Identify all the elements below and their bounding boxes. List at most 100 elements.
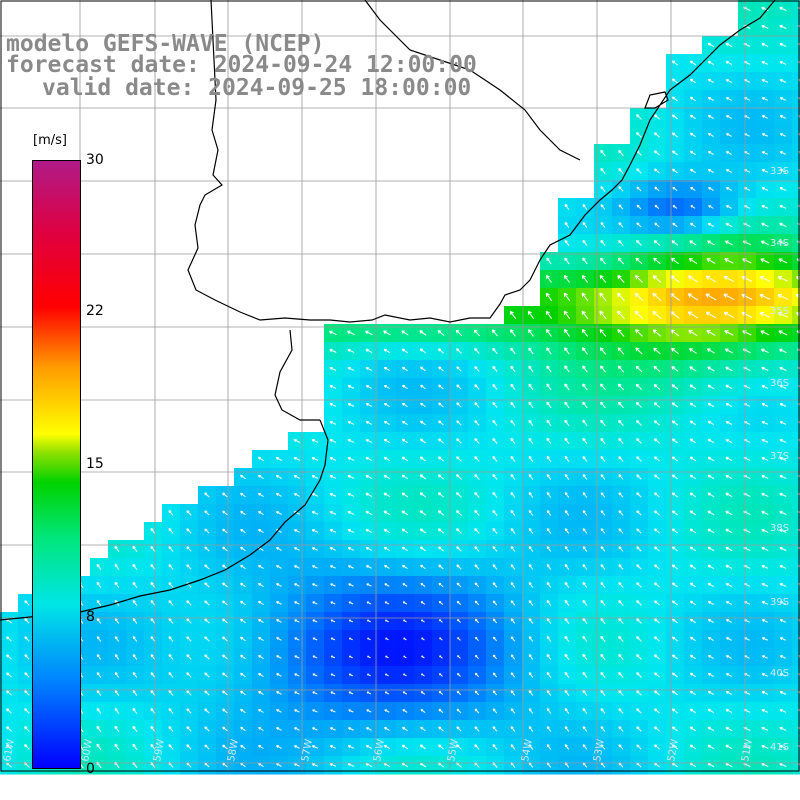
wind-arrow	[761, 24, 769, 29]
wind-arrow	[652, 329, 662, 337]
wind-arrow	[761, 60, 769, 65]
model-title: modelo GEFS-WAVE (NCEP)	[6, 31, 325, 57]
wind-cell	[792, 468, 800, 487]
wind-arrow	[401, 492, 409, 498]
wind-arrow	[329, 420, 337, 425]
wind-arrow	[456, 366, 462, 372]
wind-arrow	[257, 474, 264, 480]
wind-arrow	[347, 762, 355, 767]
wind-arrow	[600, 222, 606, 228]
wind-arrow	[114, 618, 120, 624]
wind-arrow	[671, 546, 678, 552]
wind-arrow	[564, 546, 570, 552]
wind-arrow	[778, 330, 788, 336]
wind-arrow	[240, 528, 246, 534]
wind-arrow	[617, 275, 625, 283]
wind-cell	[792, 162, 800, 181]
wind-arrow	[689, 618, 696, 624]
wind-arrow	[687, 311, 698, 319]
wind-arrow	[311, 547, 318, 551]
wind-arrow	[599, 275, 607, 283]
wind-arrow	[582, 257, 588, 265]
wind-cell	[792, 90, 800, 109]
wind-arrow	[724, 348, 733, 354]
wind-arrow	[365, 456, 373, 461]
wind-arrow	[276, 745, 282, 749]
wind-arrow	[474, 690, 480, 696]
wind-arrow	[654, 186, 660, 192]
wind-arrow	[437, 528, 444, 534]
wind-cell	[792, 54, 800, 73]
wind-arrow	[779, 582, 787, 587]
wind-arrow	[474, 726, 480, 732]
wind-arrow	[492, 600, 498, 606]
wind-arrow	[654, 618, 660, 624]
wind-arrow	[419, 474, 427, 480]
wind-arrow	[168, 708, 174, 714]
wind-arrow	[240, 636, 246, 642]
wind-arrow	[294, 637, 300, 641]
wind-arrow	[491, 329, 498, 337]
wind-arrow	[546, 510, 552, 516]
wind-arrow	[492, 744, 498, 750]
wind-arrow	[509, 310, 517, 319]
wind-arrow	[779, 60, 787, 65]
wind-arrow	[6, 726, 12, 732]
wind-arrow	[401, 330, 409, 336]
wind-arrow	[367, 655, 371, 659]
wind-arrow	[635, 329, 643, 337]
wind-arrow	[528, 455, 534, 462]
wind-arrow	[186, 618, 192, 624]
wind-arrow	[707, 636, 714, 641]
wind-arrow	[707, 240, 715, 246]
wind-arrow	[401, 348, 409, 354]
wind-arrow	[618, 474, 624, 480]
wind-arrow	[618, 456, 624, 462]
wind-arrow	[510, 329, 516, 337]
wind-arrow	[582, 437, 588, 445]
wind-arrow	[707, 690, 715, 696]
wind-cell	[792, 198, 800, 217]
wind-arrow	[761, 601, 769, 605]
wind-arrow	[707, 546, 715, 552]
wind-arrow	[564, 617, 570, 624]
wind-arrow	[689, 672, 696, 678]
wind-arrow	[312, 727, 318, 731]
valid-date: valid date: 2024-09-25 18:00:00	[42, 75, 472, 101]
wind-arrow	[778, 258, 788, 264]
wind-arrow	[600, 474, 606, 480]
wind-arrow	[761, 169, 769, 173]
wind-arrow	[582, 239, 588, 246]
wind-arrow	[439, 637, 443, 641]
wind-arrow	[168, 636, 174, 642]
wind-arrow	[204, 744, 210, 750]
wind-arrow	[636, 600, 642, 606]
wind-arrow	[311, 763, 318, 767]
wind-arrow	[96, 672, 102, 678]
wind-arrow	[636, 492, 642, 498]
wind-arrow	[419, 456, 427, 462]
wind-arrow	[258, 690, 264, 695]
wind-arrow	[401, 744, 409, 750]
wind-arrow	[779, 366, 787, 371]
wind-arrow	[329, 510, 337, 515]
wind-arrow	[348, 637, 353, 641]
wind-arrow	[761, 420, 769, 425]
wind-arrow	[527, 310, 535, 320]
wind-cell	[792, 324, 800, 343]
wind-arrow	[689, 114, 696, 120]
wind-arrow	[456, 438, 462, 444]
wind-arrow	[761, 151, 768, 155]
wind-arrow	[707, 384, 715, 390]
wind-arrow	[240, 726, 246, 732]
wind-arrow	[600, 186, 606, 192]
wind-arrow	[329, 402, 337, 407]
wind-arrow	[687, 293, 699, 301]
wind-arrow	[618, 419, 624, 426]
longitude-label: 51W	[740, 738, 755, 762]
wind-arrow	[600, 653, 606, 660]
wind-arrow	[546, 528, 552, 534]
wind-arrow	[150, 725, 156, 732]
wind-arrow	[150, 527, 156, 534]
wind-arrow	[240, 600, 246, 606]
